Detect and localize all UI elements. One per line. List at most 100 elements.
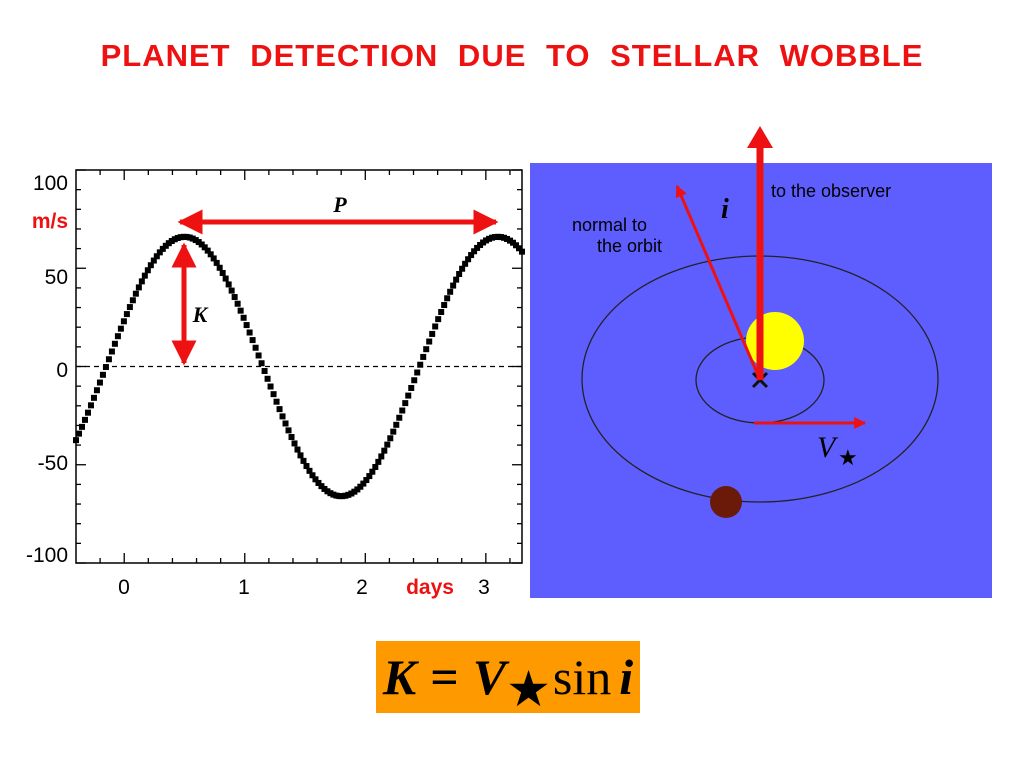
orbit-diagram: to the observer i normal to the orbit V … — [530, 126, 992, 598]
data-point — [468, 252, 475, 259]
data-point — [297, 452, 304, 459]
period-label: P — [332, 192, 347, 217]
x-tick-label: 0 — [118, 576, 130, 599]
data-point — [516, 245, 523, 252]
x-tick-label: 2 — [356, 576, 368, 599]
y-tick-label: 0 — [56, 359, 68, 382]
data-point — [441, 302, 448, 309]
data-point — [369, 468, 376, 475]
data-point — [450, 282, 457, 289]
data-point — [423, 346, 430, 353]
data-point — [129, 297, 136, 304]
data-point — [408, 384, 415, 391]
data-point — [402, 400, 409, 407]
data-point — [375, 458, 382, 465]
data-point — [138, 278, 145, 285]
page-title: PLANET DETECTION DUE TO STELLAR WOBBLE — [100, 38, 924, 73]
data-point — [150, 257, 157, 264]
data-point — [99, 371, 106, 378]
data-point — [216, 264, 223, 271]
data-point — [135, 284, 142, 291]
data-point — [228, 287, 235, 294]
data-point — [393, 421, 400, 428]
x-tick-label: 3 — [478, 576, 490, 599]
data-point — [90, 394, 97, 401]
formula-star-icon: ★ — [506, 661, 551, 717]
observer-arrowhead — [747, 126, 773, 148]
data-point — [405, 392, 412, 399]
data-point — [132, 290, 139, 297]
data-point — [73, 437, 79, 444]
data-point — [246, 329, 253, 336]
star — [746, 312, 804, 370]
data-point — [276, 406, 283, 413]
data-point — [309, 472, 316, 479]
data-point — [306, 467, 313, 474]
data-point — [471, 248, 478, 255]
formula-i: i — [619, 649, 634, 705]
data-point — [462, 260, 469, 267]
data-point — [237, 307, 244, 314]
data-point — [417, 361, 424, 368]
data-point — [210, 255, 217, 262]
data-point — [279, 413, 286, 420]
data-point — [519, 248, 525, 255]
data-point — [381, 447, 388, 454]
data-point — [390, 428, 397, 435]
normal-label: normal to — [572, 215, 647, 235]
data-point — [267, 383, 274, 390]
data-point — [264, 375, 271, 382]
data-point — [126, 304, 133, 311]
data-point — [81, 416, 88, 423]
data-point — [201, 244, 208, 251]
data-point — [294, 446, 301, 453]
y-tick-label: -100 — [26, 544, 68, 567]
data-point — [378, 453, 385, 460]
data-point — [387, 435, 394, 442]
data-point — [159, 245, 166, 252]
data-point — [384, 441, 391, 448]
data-point — [429, 330, 436, 337]
data-point — [363, 477, 370, 484]
data-point — [144, 267, 151, 274]
data-point — [261, 368, 268, 375]
data-point — [366, 473, 373, 480]
data-point — [438, 308, 445, 315]
data-point — [93, 387, 100, 394]
y-unit-label: m/s — [32, 210, 68, 233]
data-point — [141, 272, 148, 279]
formula-box: K = V ★ sin i — [376, 641, 640, 717]
data-point — [360, 480, 367, 487]
data-point — [108, 348, 115, 355]
data-point — [453, 276, 460, 283]
data-point — [255, 352, 262, 359]
data-point — [291, 440, 298, 447]
data-point — [282, 420, 289, 427]
data-point — [288, 434, 295, 441]
data-point — [153, 253, 160, 260]
data-point — [249, 337, 256, 344]
data-point — [312, 476, 319, 483]
normal-arrow — [675, 184, 762, 381]
data-point — [87, 402, 94, 409]
data-point — [396, 414, 403, 421]
data-point — [399, 407, 406, 414]
data-point — [204, 247, 211, 254]
data-point — [252, 344, 259, 351]
y-tick-label: -50 — [38, 452, 68, 475]
data-point — [240, 314, 247, 321]
data-point — [270, 391, 277, 398]
data-point — [444, 295, 451, 302]
x-unit-label: days — [406, 576, 454, 599]
data-point — [414, 369, 421, 376]
data-point — [435, 316, 442, 323]
data-point — [156, 249, 163, 256]
star-symbol-icon: ★ — [838, 445, 858, 470]
data-point — [273, 398, 280, 405]
data-points — [73, 233, 525, 500]
velocity-label: V — [817, 431, 839, 464]
data-point — [120, 318, 127, 325]
y-tick-label: 50 — [45, 266, 68, 289]
data-point — [300, 457, 307, 464]
data-point — [426, 338, 433, 345]
